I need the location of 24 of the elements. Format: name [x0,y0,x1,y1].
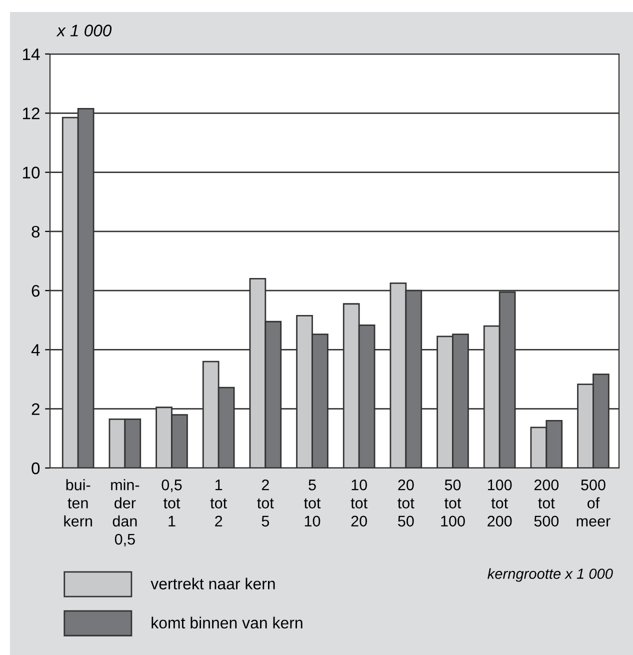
x-tick-label: bui- ten kern [64,479,92,527]
x-tick-label: 0,5 tot 1 [162,480,182,526]
legend-label: vertrekt naar kern [150,578,275,590]
y-tick-label: 0 [32,462,40,474]
x-axis-title: kerngrootte x 1 000 [488,568,613,582]
y-tick-label: 10 [23,166,40,178]
y-tick-label: 14 [23,48,40,60]
legend-label: komt binnen van kern [152,616,302,629]
x-tick-label: 2 tot 5 [257,480,274,527]
x-tick-label: 200 tot 500 [534,480,559,527]
y-tick-label: 6 [32,284,40,297]
x-tick-label: 10 tot 20 [350,480,368,527]
y-tick-label: 8 [32,226,40,238]
y-axis-title: x 1 000 [56,24,112,36]
x-tick-label: 100 tot 200 [488,480,512,527]
x-tick-label: 5 tot 10 [304,480,321,527]
y-tick-label: 12 [23,108,40,120]
x-tick-label: 1 tot 2 [210,480,227,526]
y-tick-label: 2 [32,403,40,415]
x-tick-label: min- der dan 0,5 [111,479,140,546]
y-tick-label: 4 [31,344,40,356]
x-tick-label: 20 tot 50 [398,480,414,527]
x-tick-label: 500 of meer [576,480,610,527]
x-tick-label: 50 tot 100 [441,480,465,527]
